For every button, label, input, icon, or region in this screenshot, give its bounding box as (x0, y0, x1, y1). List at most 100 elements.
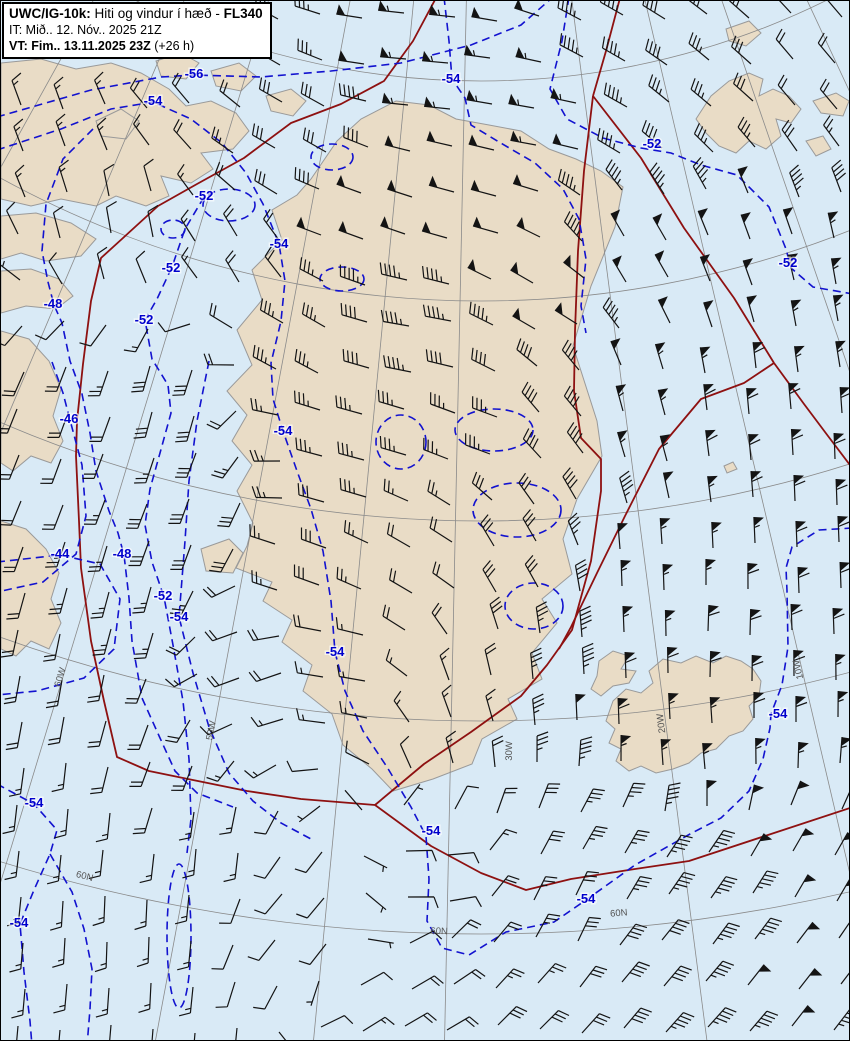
wind-barb (692, 157, 709, 190)
temperature-contour-loop (160, 219, 186, 239)
wind-barb (393, 690, 410, 723)
wind-barb (133, 411, 153, 439)
wind-barb (389, 568, 413, 594)
barb-staff (561, 339, 580, 371)
barb-staff (617, 523, 621, 550)
barb-staff (50, 900, 64, 931)
wind-barb (87, 674, 105, 703)
wind-barb (219, 806, 237, 835)
contour-label: -48 (44, 296, 63, 311)
barb-staff (662, 472, 670, 499)
barb-staff (623, 1007, 652, 1029)
pennant-50kt (841, 737, 849, 747)
pennant-50kt (422, 221, 431, 234)
wind-barb (254, 168, 278, 195)
wind-barb (83, 499, 106, 525)
wind-barb (755, 737, 766, 765)
wind-barb (168, 498, 190, 524)
wind-barb (536, 731, 549, 763)
contour-label: -52 (779, 255, 798, 270)
barb-staff (387, 188, 413, 198)
barb-staff (300, 81, 325, 107)
barb-staff (451, 919, 482, 939)
wind-barb (92, 895, 106, 927)
barb-staff (209, 548, 234, 573)
wind-barb (790, 299, 802, 327)
wind-barb (43, 633, 61, 662)
wind-barb (521, 381, 540, 413)
wind-barb (47, 716, 65, 746)
wind-barb (668, 872, 696, 895)
barb-staff (559, 33, 584, 58)
wind-barb (96, 117, 108, 151)
barb-staff (662, 563, 670, 591)
wind-barb (337, 441, 365, 461)
temperature-contour-loop (310, 143, 354, 171)
wind-barb (94, 941, 108, 973)
wind-barb (702, 743, 713, 770)
barb-staff (746, 388, 759, 415)
pennant-50kt (707, 475, 718, 486)
wind-barb (206, 760, 235, 782)
barb-staff (536, 731, 549, 763)
meridian-line (155, 1, 351, 1040)
barb-staff (836, 879, 849, 902)
wind-barb (789, 164, 804, 198)
barb-staff (87, 370, 109, 397)
wind-barb (449, 896, 482, 908)
wind-barb (468, 134, 495, 151)
wind-barb (622, 605, 634, 633)
wind-barb (710, 876, 738, 899)
temperature-contour-loop (472, 482, 562, 538)
wind-barb (567, 512, 581, 546)
barb-staff (362, 1016, 395, 1032)
barb-staff (755, 737, 762, 765)
pennant-50kt (623, 606, 634, 615)
wind-barb (841, 792, 849, 810)
barb-staff (379, 435, 407, 456)
barb-staff (223, 204, 238, 237)
wind-barb (538, 783, 561, 809)
barb-staff (702, 743, 710, 770)
wind-barb (579, 965, 608, 988)
barb-staff (336, 664, 366, 682)
wind-barb (2, 546, 24, 573)
wind-barb (753, 692, 766, 718)
barb-staff (619, 923, 648, 946)
barb-staff (6, 592, 26, 620)
barb-staff (405, 849, 437, 862)
barb-staff (125, 503, 148, 529)
wind-barb (170, 544, 192, 570)
barb-staff (342, 349, 370, 369)
meridian-line (313, 1, 414, 1040)
barb-staff (516, 224, 541, 238)
wind-barb (339, 264, 366, 286)
barb-staff (837, 690, 844, 718)
barb-staff (797, 741, 805, 769)
barb-staff (247, 939, 276, 961)
barb-staff (177, 163, 194, 196)
barb-staff (380, 309, 410, 327)
wind-barb (422, 304, 452, 322)
wind-barb (109, 1024, 112, 1040)
wind-barb (835, 340, 846, 368)
barb-staff (524, 555, 539, 588)
barb-staff (215, 981, 236, 1008)
barb-staff (779, 1, 792, 14)
wind-barb (171, 765, 193, 791)
barb-staff (252, 344, 277, 370)
wind-barb (338, 50, 365, 65)
wind-barb (733, 72, 754, 102)
contour-label: -54 (577, 891, 597, 906)
barb-staff (52, 937, 66, 968)
barb-staff (432, 561, 455, 589)
wind-barb (250, 398, 279, 416)
pennant-50kt (663, 564, 674, 573)
barb-staff (294, 851, 323, 874)
wind-barb (45, 679, 63, 709)
wind-barb (133, 113, 150, 146)
barb-staff (750, 833, 765, 857)
barb-staff (567, 512, 581, 546)
barb-staff (667, 646, 679, 674)
wind-barb (530, 647, 543, 680)
